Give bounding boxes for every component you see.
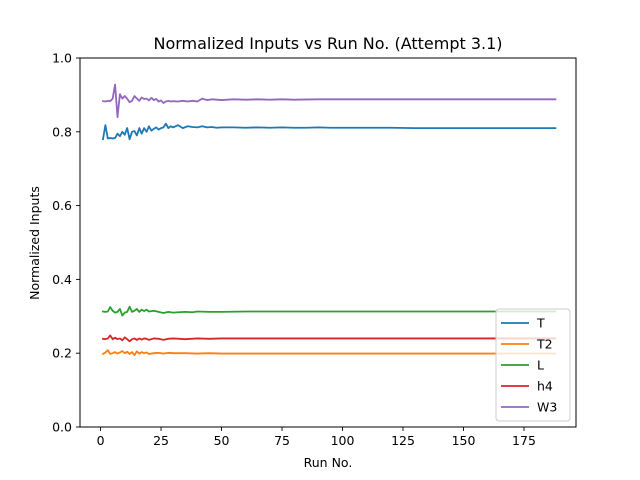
x-tick-label: 50 bbox=[214, 433, 230, 448]
y-tick-label: 0.8 bbox=[52, 124, 72, 139]
chart-title: Normalized Inputs vs Run No. (Attempt 3.… bbox=[153, 34, 502, 53]
y-tick-label: 0.4 bbox=[52, 272, 72, 287]
x-tick-label: 100 bbox=[331, 433, 355, 448]
x-tick-label: 175 bbox=[512, 433, 536, 448]
x-tick-label: 25 bbox=[153, 433, 169, 448]
x-tick-label: 125 bbox=[391, 433, 415, 448]
legend-label-t: T bbox=[536, 316, 545, 331]
x-tick-label: 75 bbox=[274, 433, 290, 448]
series-line-t bbox=[101, 122, 557, 141]
series-line-h4 bbox=[101, 334, 557, 343]
y-tick-label: 0.2 bbox=[52, 346, 72, 361]
legend-box bbox=[495, 308, 571, 422]
y-tick-label: 1.0 bbox=[52, 51, 72, 66]
series-line-l bbox=[101, 305, 557, 317]
legend-label-h4: h4 bbox=[537, 379, 553, 394]
x-axis-label: Run No. bbox=[304, 455, 353, 470]
legend-label-t2: T2 bbox=[536, 337, 553, 352]
y-axis-label: Normalized Inputs bbox=[27, 186, 42, 300]
y-tick-label: 0.6 bbox=[52, 198, 72, 213]
series-line-t2 bbox=[101, 349, 557, 356]
legend-label-w3: W3 bbox=[537, 400, 557, 415]
y-tick-label: 0.0 bbox=[52, 420, 72, 435]
plot-frame bbox=[79, 57, 577, 428]
legend-label-l: L bbox=[537, 358, 544, 373]
legend: T T2 Lh4 W3 bbox=[495, 308, 571, 422]
plot-lines bbox=[101, 83, 557, 356]
x-axis-ticks: 0 25 50 75 100 125 150 175 bbox=[97, 427, 536, 448]
y-axis-ticks: 0.0 0.2 0.4 0.6 0.8 1.0 bbox=[52, 51, 80, 435]
x-tick-label: 0 bbox=[97, 433, 105, 448]
series-line-w3 bbox=[101, 83, 557, 118]
x-tick-label: 150 bbox=[452, 433, 476, 448]
